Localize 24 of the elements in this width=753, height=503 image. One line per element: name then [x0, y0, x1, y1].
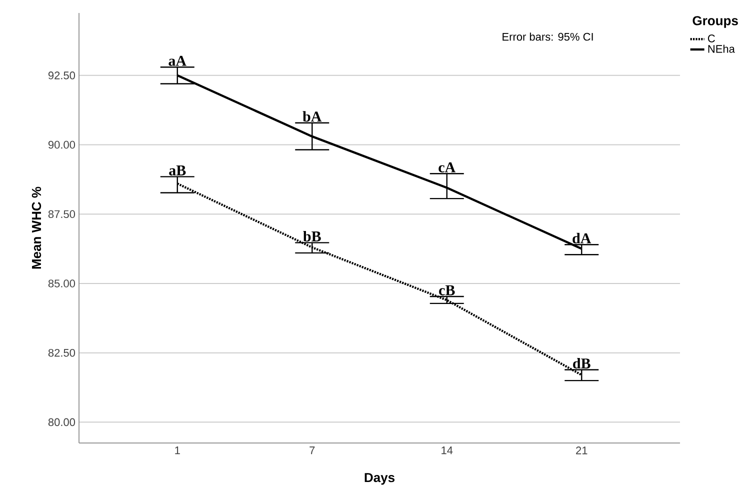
- annotation: aB: [169, 166, 186, 176]
- x-tick-label: 21: [576, 446, 588, 454]
- annotation: bB: [303, 230, 321, 242]
- annotation: dA: [572, 232, 592, 244]
- y-tick-label: 80.00: [48, 418, 76, 426]
- legend-title: Groups: [692, 16, 738, 28]
- legend-label: NEha: [708, 44, 735, 53]
- x-tick-label: 14: [442, 446, 453, 454]
- x-axis-title: Days: [364, 473, 394, 485]
- annotation: Error bars: 95% CI: [502, 32, 593, 41]
- annotation: dB: [573, 358, 590, 369]
- x-tick-label: 1: [175, 446, 180, 454]
- legend-label: C: [708, 34, 715, 42]
- y-tick-label: 85.00: [48, 280, 76, 288]
- y-tick-label: 87.50: [48, 210, 76, 218]
- annotation: cB: [439, 285, 455, 296]
- y-tick-label: 92.50: [48, 72, 76, 80]
- annotation: cA: [438, 162, 456, 172]
- y-tick-label: 82.50: [48, 348, 76, 357]
- annotation: bA: [302, 111, 322, 122]
- y-axis-title: Mean WHC %: [32, 186, 42, 269]
- annotation: aA: [168, 56, 186, 66]
- x-tick-label: 7: [310, 446, 315, 454]
- y-tick-label: 90.00: [48, 140, 76, 149]
